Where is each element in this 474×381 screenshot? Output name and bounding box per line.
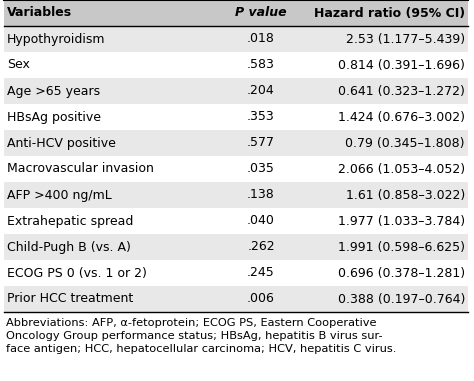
Bar bbox=[4, 286, 468, 312]
Text: 0.814 (0.391–1.696): 0.814 (0.391–1.696) bbox=[338, 59, 465, 72]
Text: Variables: Variables bbox=[7, 6, 72, 19]
Text: 0.79 (0.345–1.808): 0.79 (0.345–1.808) bbox=[346, 136, 465, 149]
Bar bbox=[4, 78, 468, 104]
Text: .035: .035 bbox=[247, 163, 275, 176]
Text: 1.991 (0.598–6.625): 1.991 (0.598–6.625) bbox=[338, 240, 465, 253]
Text: Sex: Sex bbox=[7, 59, 30, 72]
Text: .204: .204 bbox=[247, 85, 275, 98]
Text: 0.388 (0.197–0.764): 0.388 (0.197–0.764) bbox=[337, 293, 465, 306]
Text: .577: .577 bbox=[247, 136, 275, 149]
Text: Anti-HCV positive: Anti-HCV positive bbox=[7, 136, 116, 149]
Text: .006: .006 bbox=[247, 293, 275, 306]
Text: .040: .040 bbox=[247, 215, 275, 227]
Text: HBsAg positive: HBsAg positive bbox=[7, 110, 101, 123]
Bar bbox=[4, 234, 468, 260]
Text: 2.066 (1.053–4.052): 2.066 (1.053–4.052) bbox=[338, 163, 465, 176]
Text: 0.641 (0.323–1.272): 0.641 (0.323–1.272) bbox=[338, 85, 465, 98]
Text: 1.424 (0.676–3.002): 1.424 (0.676–3.002) bbox=[338, 110, 465, 123]
Text: Abbreviations: AFP, α-fetoprotein; ECOG PS, Eastern Cooperative: Abbreviations: AFP, α-fetoprotein; ECOG … bbox=[6, 318, 376, 328]
Text: .353: .353 bbox=[247, 110, 275, 123]
Text: .018: .018 bbox=[247, 32, 275, 45]
Text: Age >65 years: Age >65 years bbox=[7, 85, 100, 98]
Text: P value: P value bbox=[235, 6, 287, 19]
Text: 2.53 (1.177–5.439): 2.53 (1.177–5.439) bbox=[346, 32, 465, 45]
Text: Extrahepatic spread: Extrahepatic spread bbox=[7, 215, 133, 227]
Text: .262: .262 bbox=[247, 240, 275, 253]
Text: 0.696 (0.378–1.281): 0.696 (0.378–1.281) bbox=[338, 266, 465, 280]
Text: Macrovascular invasion: Macrovascular invasion bbox=[7, 163, 154, 176]
Text: .138: .138 bbox=[247, 189, 275, 202]
Text: Hypothyroidism: Hypothyroidism bbox=[7, 32, 106, 45]
Bar bbox=[4, 0, 468, 26]
Text: Prior HCC treatment: Prior HCC treatment bbox=[7, 293, 133, 306]
Text: Oncology Group performance status; HBsAg, hepatitis B virus sur-: Oncology Group performance status; HBsAg… bbox=[6, 331, 383, 341]
Text: Child-Pugh B (vs. A): Child-Pugh B (vs. A) bbox=[7, 240, 131, 253]
Text: .583: .583 bbox=[247, 59, 275, 72]
Text: 1.61 (0.858–3.022): 1.61 (0.858–3.022) bbox=[346, 189, 465, 202]
Bar bbox=[4, 182, 468, 208]
Text: AFP >400 ng/mL: AFP >400 ng/mL bbox=[7, 189, 112, 202]
Text: Hazard ratio (95% CI): Hazard ratio (95% CI) bbox=[314, 6, 465, 19]
Text: ECOG PS 0 (vs. 1 or 2): ECOG PS 0 (vs. 1 or 2) bbox=[7, 266, 147, 280]
Text: 1.977 (1.033–3.784): 1.977 (1.033–3.784) bbox=[338, 215, 465, 227]
Bar bbox=[4, 130, 468, 156]
Text: face antigen; HCC, hepatocellular carcinoma; HCV, hepatitis C virus.: face antigen; HCC, hepatocellular carcin… bbox=[6, 344, 396, 354]
Text: .245: .245 bbox=[247, 266, 275, 280]
Bar bbox=[4, 26, 468, 52]
